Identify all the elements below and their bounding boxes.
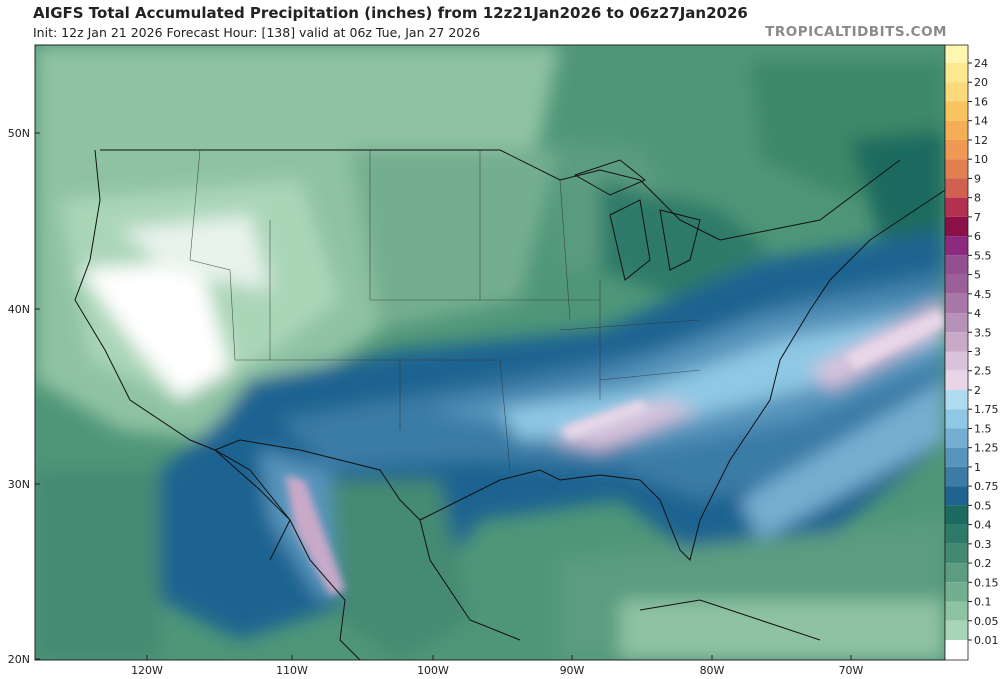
colorbar-swatch <box>945 197 968 217</box>
colorbar-swatch <box>945 351 968 371</box>
longitude-label: 80W <box>700 664 725 677</box>
colorbar-swatch <box>945 505 968 525</box>
longitude-label: 90W <box>560 664 585 677</box>
colorbar-label: 20 <box>974 76 988 89</box>
longitude-label: 100W <box>417 664 449 677</box>
outlines <box>74 149 945 660</box>
colorbar-label: 2 <box>974 384 981 397</box>
colorbar-label: 16 <box>974 95 988 108</box>
colorbar-swatch <box>945 620 968 640</box>
colorbar-label: 1.25 <box>974 442 999 455</box>
latitude-label: 30N <box>8 478 30 491</box>
colorbar-label: 0.75 <box>974 480 999 493</box>
colorbar-label: 0.1 <box>974 596 992 609</box>
colorbar-swatch <box>945 524 968 544</box>
colorbar-swatch <box>945 428 968 448</box>
colorbar-label: 4.5 <box>974 288 992 301</box>
colorbar-label: 8 <box>974 192 981 205</box>
latitude-label: 40N <box>8 303 30 316</box>
axes: 50N 40N 30N 20N 120W 110W 100W 90W 80W 70W <box>8 127 864 677</box>
colorbar-label: 5.5 <box>974 249 992 262</box>
brand: TROPICALTIDBITS.COM <box>765 24 947 40</box>
colorbar-label: 4 <box>974 307 981 320</box>
colorbar-label: 0.4 <box>974 519 992 532</box>
colorbar-label: 10 <box>974 153 988 166</box>
colorbar-swatch <box>945 409 968 429</box>
colorbar-swatch <box>945 139 968 160</box>
colorbar-label: 6 <box>974 230 981 243</box>
colorbar-swatch <box>945 82 968 102</box>
longitude-label: 110W <box>276 664 308 677</box>
latitude-label: 20N <box>8 653 30 666</box>
colorbar-label: 5 <box>974 269 981 282</box>
colorbar-swatch <box>945 216 968 237</box>
colorbar-swatch <box>945 582 968 602</box>
longitude-label: 70W <box>839 664 864 677</box>
state-borders <box>189 149 701 471</box>
colorbar-swatch <box>945 563 968 583</box>
precip-field <box>35 45 945 660</box>
colorbar-label: 7 <box>974 211 981 224</box>
colorbar-swatch <box>945 486 968 506</box>
colorbar-label: 1.5 <box>974 422 992 435</box>
subtitle: Init: 12z Jan 21 2026 Forecast Hour: [13… <box>33 25 481 40</box>
colorbar-label: 0.3 <box>974 538 992 551</box>
colorbar-label: 0.05 <box>974 615 999 628</box>
colorbar-label: 1 <box>974 461 981 474</box>
colorbar-label: 0.2 <box>974 557 992 570</box>
colorbar-swatch <box>945 466 968 487</box>
colorbar-swatch <box>945 313 968 333</box>
colorbar-label: 9 <box>974 172 981 185</box>
colorbar-label: 0.5 <box>974 499 992 512</box>
colorbar-swatch <box>945 45 968 63</box>
colorbar-label: 0.01 <box>974 634 999 647</box>
colorbar-swatch <box>945 332 968 352</box>
colorbar-label: 1.75 <box>974 403 999 416</box>
colorbar-swatch <box>945 370 968 390</box>
colorbar-label: 24 <box>974 57 988 70</box>
title: AIGFS Total Accumulated Precipitation (i… <box>33 4 748 22</box>
colorbar-swatch <box>945 120 968 140</box>
colorbar-label: 12 <box>974 134 988 147</box>
colorbar-swatch <box>945 274 968 294</box>
colorbar-swatch <box>945 640 968 660</box>
colorbar-label: 0.15 <box>974 576 999 589</box>
longitude-label: 120W <box>131 664 163 677</box>
colorbar-label: 3.5 <box>974 326 992 339</box>
colorbar-swatch <box>945 236 968 256</box>
colorbar-label: 3 <box>974 346 981 359</box>
colorbar-swatch <box>945 543 968 564</box>
colorbar: 24 20 16 14 12 10 9 8 7 6 5.5 5 4.5 4 3.5 3 2.5 2 1.75 1.5 1… <box>944 44 999 661</box>
colorbar-swatch <box>945 178 968 198</box>
colorbar-label: 14 <box>974 115 988 128</box>
colorbar-swatch <box>945 447 968 467</box>
colorbar-swatch <box>945 293 968 314</box>
colorbar-swatch <box>945 159 968 179</box>
colorbar-frame <box>944 44 969 661</box>
colorbar-swatch <box>945 389 968 410</box>
colorbar-swatch <box>945 101 968 121</box>
colorbar-label: 2.5 <box>974 365 992 378</box>
colorbar-swatch <box>945 63 968 83</box>
latitude-label: 50N <box>8 127 30 140</box>
colorbar-swatch <box>945 255 968 275</box>
colorbar-swatch <box>945 601 968 621</box>
